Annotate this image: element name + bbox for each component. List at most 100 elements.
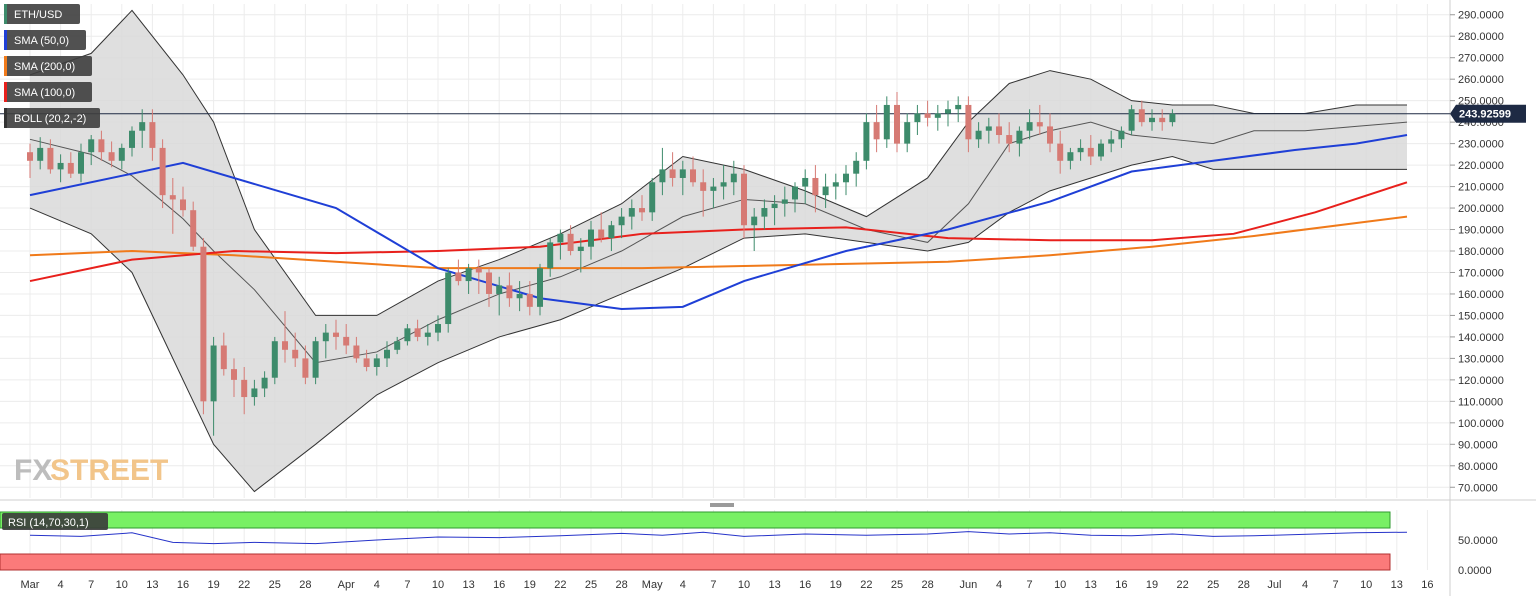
last-price-tag-label: 243.92599 [1459, 109, 1511, 121]
candle [526, 281, 533, 316]
sma-200-line [29, 215, 1408, 270]
date-tick-label: 10 [738, 579, 750, 591]
candle [934, 104, 941, 131]
candle [169, 177, 176, 234]
candle [690, 156, 696, 187]
candle [1077, 139, 1084, 161]
date-tick-label: 16 [493, 579, 505, 591]
candle [649, 177, 656, 221]
candle-body [169, 195, 176, 200]
candle-body [965, 104, 972, 140]
candle [210, 336, 217, 436]
candle-body [557, 233, 564, 243]
date-tick-label: 16 [799, 579, 811, 591]
candle [1026, 109, 1033, 140]
candle-body [863, 122, 870, 161]
candle-body [741, 173, 747, 226]
candle [588, 220, 594, 260]
date-tick-label: Apr [338, 579, 355, 591]
candle-body [506, 285, 513, 299]
candle-body [567, 233, 574, 251]
candle [404, 324, 411, 346]
candle-body [751, 216, 758, 226]
candle [1087, 135, 1094, 166]
candle-body [1087, 147, 1094, 157]
candle-body [659, 169, 666, 183]
candle-body [1128, 109, 1135, 131]
date-tick-label: 4 [58, 579, 64, 591]
candle-body [1169, 113, 1176, 123]
candle-body [108, 152, 115, 161]
candle-body [832, 182, 839, 187]
date-tick-label: 7 [1027, 579, 1033, 591]
candle [384, 341, 390, 367]
candle-body [445, 272, 452, 325]
candle [1138, 100, 1145, 127]
legend-item[interactable]: SMA (50,0) [4, 30, 86, 50]
candle [67, 152, 74, 178]
date-tick-label: 19 [830, 579, 842, 591]
candle [1047, 113, 1053, 153]
legend-item[interactable]: SMA (200,0) [4, 56, 92, 76]
date-tick-label: 7 [404, 579, 410, 591]
candle [149, 109, 156, 161]
candle [720, 165, 727, 200]
candle-body [1118, 130, 1125, 140]
price-tick-label: 280.0000 [1458, 31, 1504, 43]
legend-color-swatch [4, 30, 7, 50]
legend-item[interactable]: BOLL (20,2,-2) [4, 108, 100, 128]
date-tick-label: 19 [1146, 579, 1158, 591]
candle [945, 100, 951, 127]
candle [598, 212, 605, 243]
watermark-fx: FX [14, 454, 52, 487]
candle-body [159, 147, 166, 196]
candle [343, 324, 350, 355]
candle [761, 199, 768, 230]
candle-body [669, 169, 676, 178]
candle-body [149, 122, 156, 148]
candle [741, 165, 747, 239]
bollinger-upper-line [29, 9, 1407, 316]
candle-body [220, 345, 227, 370]
date-tick-label: 25 [1207, 579, 1219, 591]
candle-body [424, 332, 431, 337]
panel-resize-handle[interactable] [710, 503, 734, 507]
candle-body [679, 169, 686, 178]
rsi-legend: RSI (14,70,30,1) [2, 513, 108, 530]
legend-box [4, 30, 86, 50]
legend-item[interactable]: ETH/USD [4, 4, 80, 24]
candle [312, 336, 319, 385]
candle [863, 113, 870, 170]
candle-body [404, 328, 411, 342]
candle [1006, 122, 1013, 153]
candle-body [1098, 143, 1104, 157]
candle [894, 92, 900, 153]
candle [679, 160, 686, 196]
candle [251, 379, 258, 406]
date-tick-label: 16 [1115, 579, 1127, 591]
candle [506, 272, 513, 307]
candle-body [363, 358, 370, 367]
candle-body [353, 345, 360, 359]
candle [200, 238, 207, 415]
candle-body [598, 229, 605, 239]
date-tick-label: 25 [891, 579, 903, 591]
candle-body [292, 349, 299, 359]
candle [98, 130, 105, 161]
candle [322, 324, 329, 359]
candle-body [98, 139, 105, 153]
legend-item[interactable]: SMA (100,0) [4, 82, 92, 102]
candle-body [57, 162, 64, 170]
candle-body [955, 104, 962, 110]
candle-body [710, 186, 717, 191]
candle [792, 182, 798, 213]
axes: 290.0000280.0000270.0000260.0000250.0000… [21, 10, 1504, 591]
candle-body [475, 268, 482, 273]
candle [1108, 130, 1115, 153]
price-tick-label: 70.0000 [1458, 482, 1498, 494]
candle-body [1026, 122, 1033, 131]
candle [812, 165, 819, 213]
candle [57, 154, 64, 183]
candle-body [690, 169, 696, 183]
